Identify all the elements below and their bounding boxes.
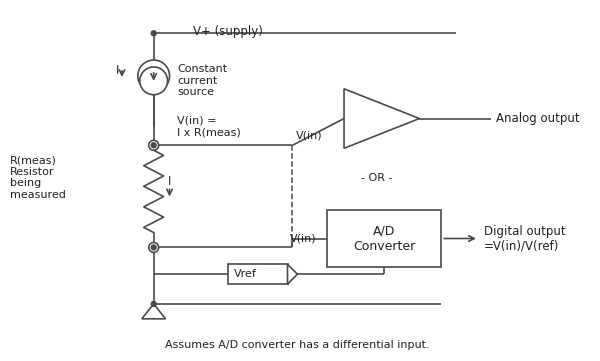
Circle shape — [151, 31, 156, 36]
Circle shape — [138, 60, 170, 92]
Circle shape — [151, 245, 156, 250]
Bar — [228, 264, 287, 284]
Text: R(meas)
Resistor
being
measured: R(meas) Resistor being measured — [10, 155, 66, 200]
Text: V(in): V(in) — [290, 234, 316, 244]
Polygon shape — [287, 264, 298, 284]
Circle shape — [151, 143, 156, 148]
Circle shape — [151, 301, 156, 306]
Bar — [327, 210, 441, 267]
Circle shape — [149, 243, 158, 252]
Text: Vref: Vref — [234, 269, 257, 279]
Text: V(in) =
I x R(meas): V(in) = I x R(meas) — [178, 116, 241, 137]
Text: I: I — [167, 175, 171, 188]
Text: Assumes A/D converter has a differential input.: Assumes A/D converter has a differential… — [165, 340, 430, 349]
Text: Digital output
=V(in)/V(ref): Digital output =V(in)/V(ref) — [484, 225, 565, 252]
Circle shape — [149, 140, 158, 150]
Text: Analog output: Analog output — [496, 112, 580, 125]
Text: V(in): V(in) — [295, 130, 322, 140]
Text: A/D
Converter: A/D Converter — [353, 225, 415, 252]
Text: - OR -: - OR - — [361, 173, 392, 183]
Text: I: I — [116, 65, 119, 78]
Text: V+ (supply): V+ (supply) — [193, 25, 263, 38]
Circle shape — [140, 67, 167, 95]
Text: Constant
current
source: Constant current source — [178, 64, 227, 97]
